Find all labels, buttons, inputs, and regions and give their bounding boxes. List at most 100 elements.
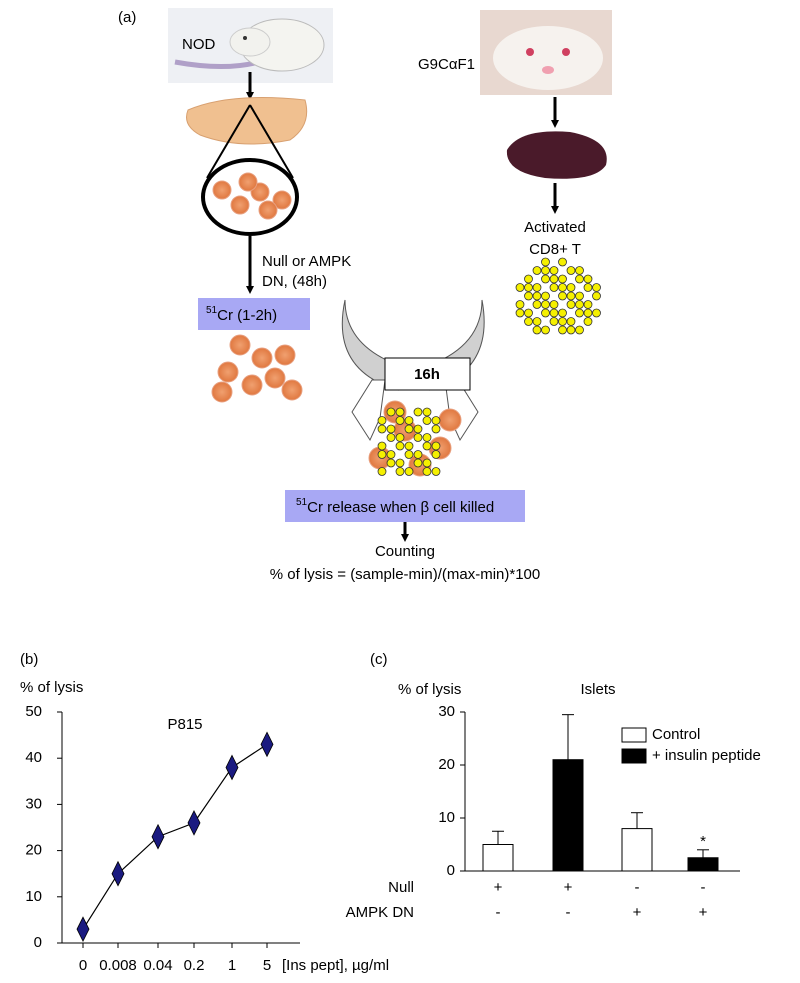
zoom-lines	[206, 104, 294, 179]
t-cell	[404, 441, 414, 451]
label-box	[198, 298, 310, 330]
x-tick-label: 0.008	[99, 957, 137, 974]
t-cells	[515, 257, 601, 335]
islet	[230, 195, 250, 215]
row-cell: +	[564, 879, 573, 896]
bar	[621, 828, 653, 872]
islets	[211, 334, 303, 403]
t-cell	[404, 424, 414, 434]
islet	[258, 200, 278, 220]
t-cell	[532, 317, 542, 326]
bar	[552, 759, 584, 872]
t-cell	[395, 433, 405, 442]
x-axis-label: [Ins pept], µg/ml	[282, 957, 389, 974]
tcell-label: CD8+ T	[529, 241, 581, 258]
tcell-label: Activated	[524, 219, 586, 236]
t-cell	[541, 300, 550, 309]
row-cell: +	[494, 879, 503, 896]
t-cell	[377, 416, 387, 425]
t-cell	[532, 266, 542, 275]
t-cell	[541, 291, 550, 301]
y-tick-label: 0	[34, 934, 42, 951]
row-label: Null	[388, 879, 414, 896]
x-tick-label: 0	[79, 957, 87, 974]
y-tick-label: 30	[25, 795, 42, 812]
mouse-label: NOD	[182, 36, 216, 53]
t-cell	[566, 325, 576, 335]
t-cell	[558, 257, 567, 267]
t-cell	[386, 424, 396, 434]
bar	[482, 844, 514, 872]
pancreas	[186, 97, 308, 145]
y-tick-label: 20	[25, 842, 42, 859]
y-axis-label: % of lysis	[20, 679, 83, 696]
t-cell	[404, 467, 414, 476]
t-cell	[532, 300, 542, 309]
t-cell	[592, 291, 601, 301]
diagram: (a) NOD Null or AMPK DN, (48h) 51Cr (1-2…	[118, 8, 612, 583]
x-tick-label: 1	[228, 957, 236, 974]
annotation: *	[700, 833, 706, 850]
legend-swatch	[621, 748, 647, 764]
y-tick-label: 40	[25, 749, 42, 766]
t-cell	[422, 441, 432, 451]
bar	[687, 857, 719, 872]
row-cell: -	[496, 904, 501, 921]
t-cell	[575, 291, 584, 301]
t-cell	[532, 291, 542, 301]
islet	[272, 190, 292, 210]
t-cell	[566, 317, 576, 326]
cell-mix	[368, 400, 462, 477]
t-cell	[566, 300, 576, 309]
t-cell	[575, 325, 584, 335]
t-cell	[541, 274, 550, 284]
t-cell	[558, 308, 567, 318]
islet	[217, 361, 239, 383]
t-cell	[558, 283, 567, 292]
row-cell: +	[699, 904, 708, 921]
t-cell	[558, 317, 567, 326]
islet	[438, 408, 462, 432]
islet	[229, 334, 251, 356]
t-cell	[422, 416, 432, 425]
t-cell	[395, 416, 405, 425]
panel-label: (a)	[118, 9, 136, 26]
t-cell	[566, 266, 576, 275]
t-cell	[541, 325, 550, 335]
t-cell	[524, 291, 533, 301]
mouse-label: G9CαF1	[418, 56, 475, 73]
incubation-box	[384, 357, 471, 391]
row-label: AMPK DN	[346, 904, 414, 921]
release-box	[285, 490, 525, 522]
islet	[211, 381, 233, 403]
t-cell	[431, 424, 441, 434]
y-tick-label: 10	[438, 809, 455, 826]
t-cell	[549, 317, 559, 326]
t-cell	[422, 458, 432, 468]
t-cell	[549, 308, 559, 318]
data-marker	[260, 731, 274, 758]
t-cell	[583, 317, 593, 326]
data-marker	[111, 860, 125, 887]
t-cell	[566, 291, 576, 301]
t-cell	[524, 317, 533, 326]
t-cell	[413, 424, 423, 434]
t-cell	[413, 407, 423, 417]
row-cell: +	[633, 904, 642, 921]
mouse-nod	[168, 8, 333, 83]
t-cell	[583, 283, 593, 292]
t-cell	[422, 407, 432, 417]
t-cell	[532, 325, 542, 335]
islets	[212, 172, 292, 220]
t-cell	[592, 283, 601, 292]
data-line	[82, 743, 268, 930]
spleen	[506, 131, 607, 179]
t-cell	[575, 274, 584, 284]
t-cell	[431, 441, 441, 451]
t-cell	[515, 308, 525, 318]
t-cell	[549, 283, 559, 292]
t-cell	[566, 283, 576, 292]
t-cell	[386, 458, 396, 468]
t-cell	[583, 300, 593, 309]
